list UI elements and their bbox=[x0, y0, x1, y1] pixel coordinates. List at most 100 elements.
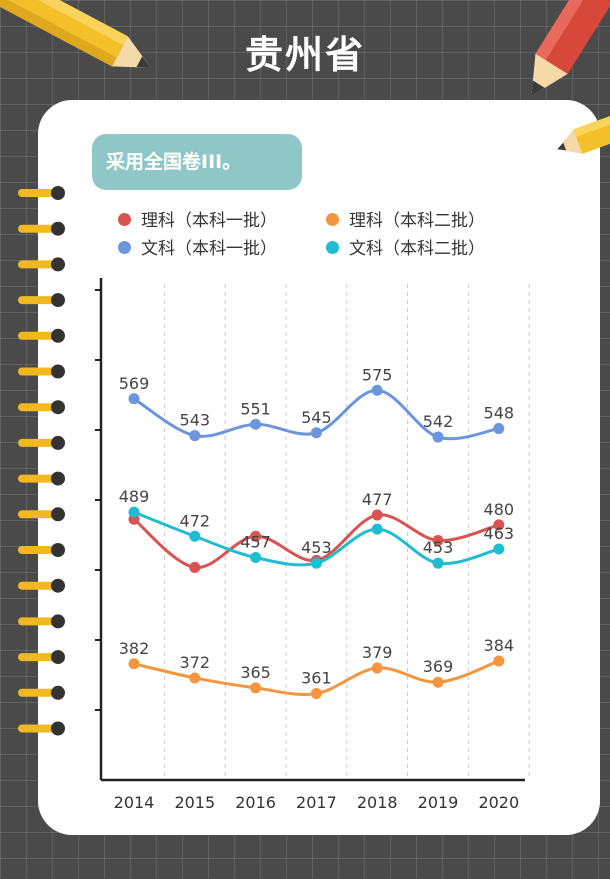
data-point bbox=[189, 561, 201, 573]
data-point bbox=[189, 530, 201, 542]
data-point bbox=[493, 655, 505, 667]
data-point bbox=[128, 658, 140, 670]
ring-hole bbox=[51, 685, 65, 700]
legend-item-1: 理科（本科一批） bbox=[118, 206, 277, 231]
data-label: 369 bbox=[423, 657, 454, 676]
data-point bbox=[310, 557, 322, 569]
ring-bar bbox=[18, 331, 62, 340]
data-point bbox=[432, 676, 444, 688]
x-tick-label: 2018 bbox=[357, 793, 398, 812]
data-point bbox=[493, 543, 505, 555]
legend-item-3: 文科（本科一批） bbox=[118, 234, 277, 259]
ring-hole bbox=[51, 578, 65, 593]
ring-hole bbox=[51, 471, 65, 486]
data-label: 548 bbox=[484, 404, 515, 423]
page-title: 贵州省 bbox=[244, 33, 365, 77]
pencil-small-icon bbox=[557, 108, 610, 154]
ring-hole bbox=[51, 543, 65, 557]
x-tick-label: 2014 bbox=[114, 793, 155, 812]
legend-dot-2 bbox=[326, 212, 339, 226]
data-label: 543 bbox=[180, 411, 211, 430]
x-tick-label: 2019 bbox=[418, 793, 459, 812]
pencil-left-icon bbox=[0, 0, 151, 68]
ring-hole bbox=[51, 364, 65, 379]
pencil-right-icon bbox=[531, 0, 610, 97]
legend-dot-4 bbox=[326, 240, 339, 254]
legend-item-4: 文科（本科二批） bbox=[326, 234, 485, 259]
data-point bbox=[250, 682, 262, 694]
data-point bbox=[310, 427, 322, 439]
ring-hole bbox=[51, 400, 65, 415]
data-label: 382 bbox=[119, 639, 150, 658]
ring-hole bbox=[51, 186, 65, 200]
data-label: 361 bbox=[301, 669, 332, 688]
data-point bbox=[128, 506, 140, 518]
ring-bar bbox=[18, 438, 62, 447]
x-tick-label: 2020 bbox=[478, 793, 519, 812]
ring-bar bbox=[18, 581, 62, 590]
data-point bbox=[371, 384, 383, 396]
ring-bar bbox=[18, 653, 62, 662]
ring-hole bbox=[51, 614, 65, 629]
ring-bar bbox=[18, 296, 62, 305]
ring-hole bbox=[51, 721, 65, 736]
data-point bbox=[493, 519, 505, 531]
data-point bbox=[432, 535, 444, 547]
data-label: 365 bbox=[240, 663, 271, 682]
note-label: 采用全国卷III。 bbox=[92, 134, 302, 190]
legend-dot-1 bbox=[118, 212, 131, 226]
data-point bbox=[371, 509, 383, 521]
legend-label-4: 文科（本科二批） bbox=[349, 239, 485, 259]
x-tick-label: 2017 bbox=[296, 793, 337, 812]
data-point bbox=[371, 523, 383, 535]
data-label: 575 bbox=[362, 365, 393, 384]
data-label: 457 bbox=[240, 533, 271, 552]
legend-label-2: 理科（本科二批） bbox=[349, 211, 485, 231]
x-tick-label: 2016 bbox=[235, 793, 276, 812]
ring-hole bbox=[51, 221, 65, 236]
data-label: 542 bbox=[423, 412, 454, 431]
ring-bar bbox=[18, 510, 62, 519]
data-point bbox=[432, 431, 444, 443]
legend-item-2: 理科（本科二批） bbox=[326, 206, 485, 231]
ring-bar bbox=[18, 617, 62, 626]
legend-dot-3 bbox=[118, 240, 131, 254]
data-label: 472 bbox=[180, 511, 211, 530]
data-point bbox=[432, 557, 444, 569]
chart-card bbox=[38, 100, 600, 835]
data-point bbox=[310, 688, 322, 700]
ring-hole bbox=[51, 507, 65, 522]
ring-hole bbox=[51, 435, 65, 450]
data-label: 477 bbox=[362, 490, 393, 509]
ring-bar bbox=[18, 474, 62, 483]
data-point bbox=[189, 672, 201, 684]
ring-bar bbox=[18, 189, 62, 197]
ring-bar bbox=[18, 224, 62, 233]
data-label: 379 bbox=[362, 643, 393, 662]
ring-bar bbox=[18, 260, 62, 269]
ring-bar bbox=[18, 403, 62, 412]
ring-bar bbox=[18, 724, 62, 733]
data-label: 480 bbox=[484, 500, 515, 519]
data-point bbox=[189, 430, 201, 442]
data-point bbox=[493, 423, 505, 435]
data-label: 453 bbox=[423, 538, 454, 557]
ring-bar bbox=[18, 367, 62, 376]
ring-hole bbox=[51, 650, 65, 665]
ring-bar bbox=[18, 546, 62, 554]
legend-label-3: 文科（本科一批） bbox=[141, 239, 277, 259]
data-label: 569 bbox=[119, 374, 150, 393]
data-point bbox=[128, 393, 140, 405]
data-label: 372 bbox=[180, 653, 211, 672]
data-label: 489 bbox=[119, 487, 150, 506]
ring-bar bbox=[18, 688, 62, 697]
data-label: 453 bbox=[301, 538, 332, 557]
data-point bbox=[250, 530, 262, 542]
data-label: 551 bbox=[240, 399, 271, 418]
data-point bbox=[371, 662, 383, 674]
data-point bbox=[250, 418, 262, 430]
ring-hole bbox=[51, 328, 65, 343]
data-label: 545 bbox=[301, 408, 332, 427]
